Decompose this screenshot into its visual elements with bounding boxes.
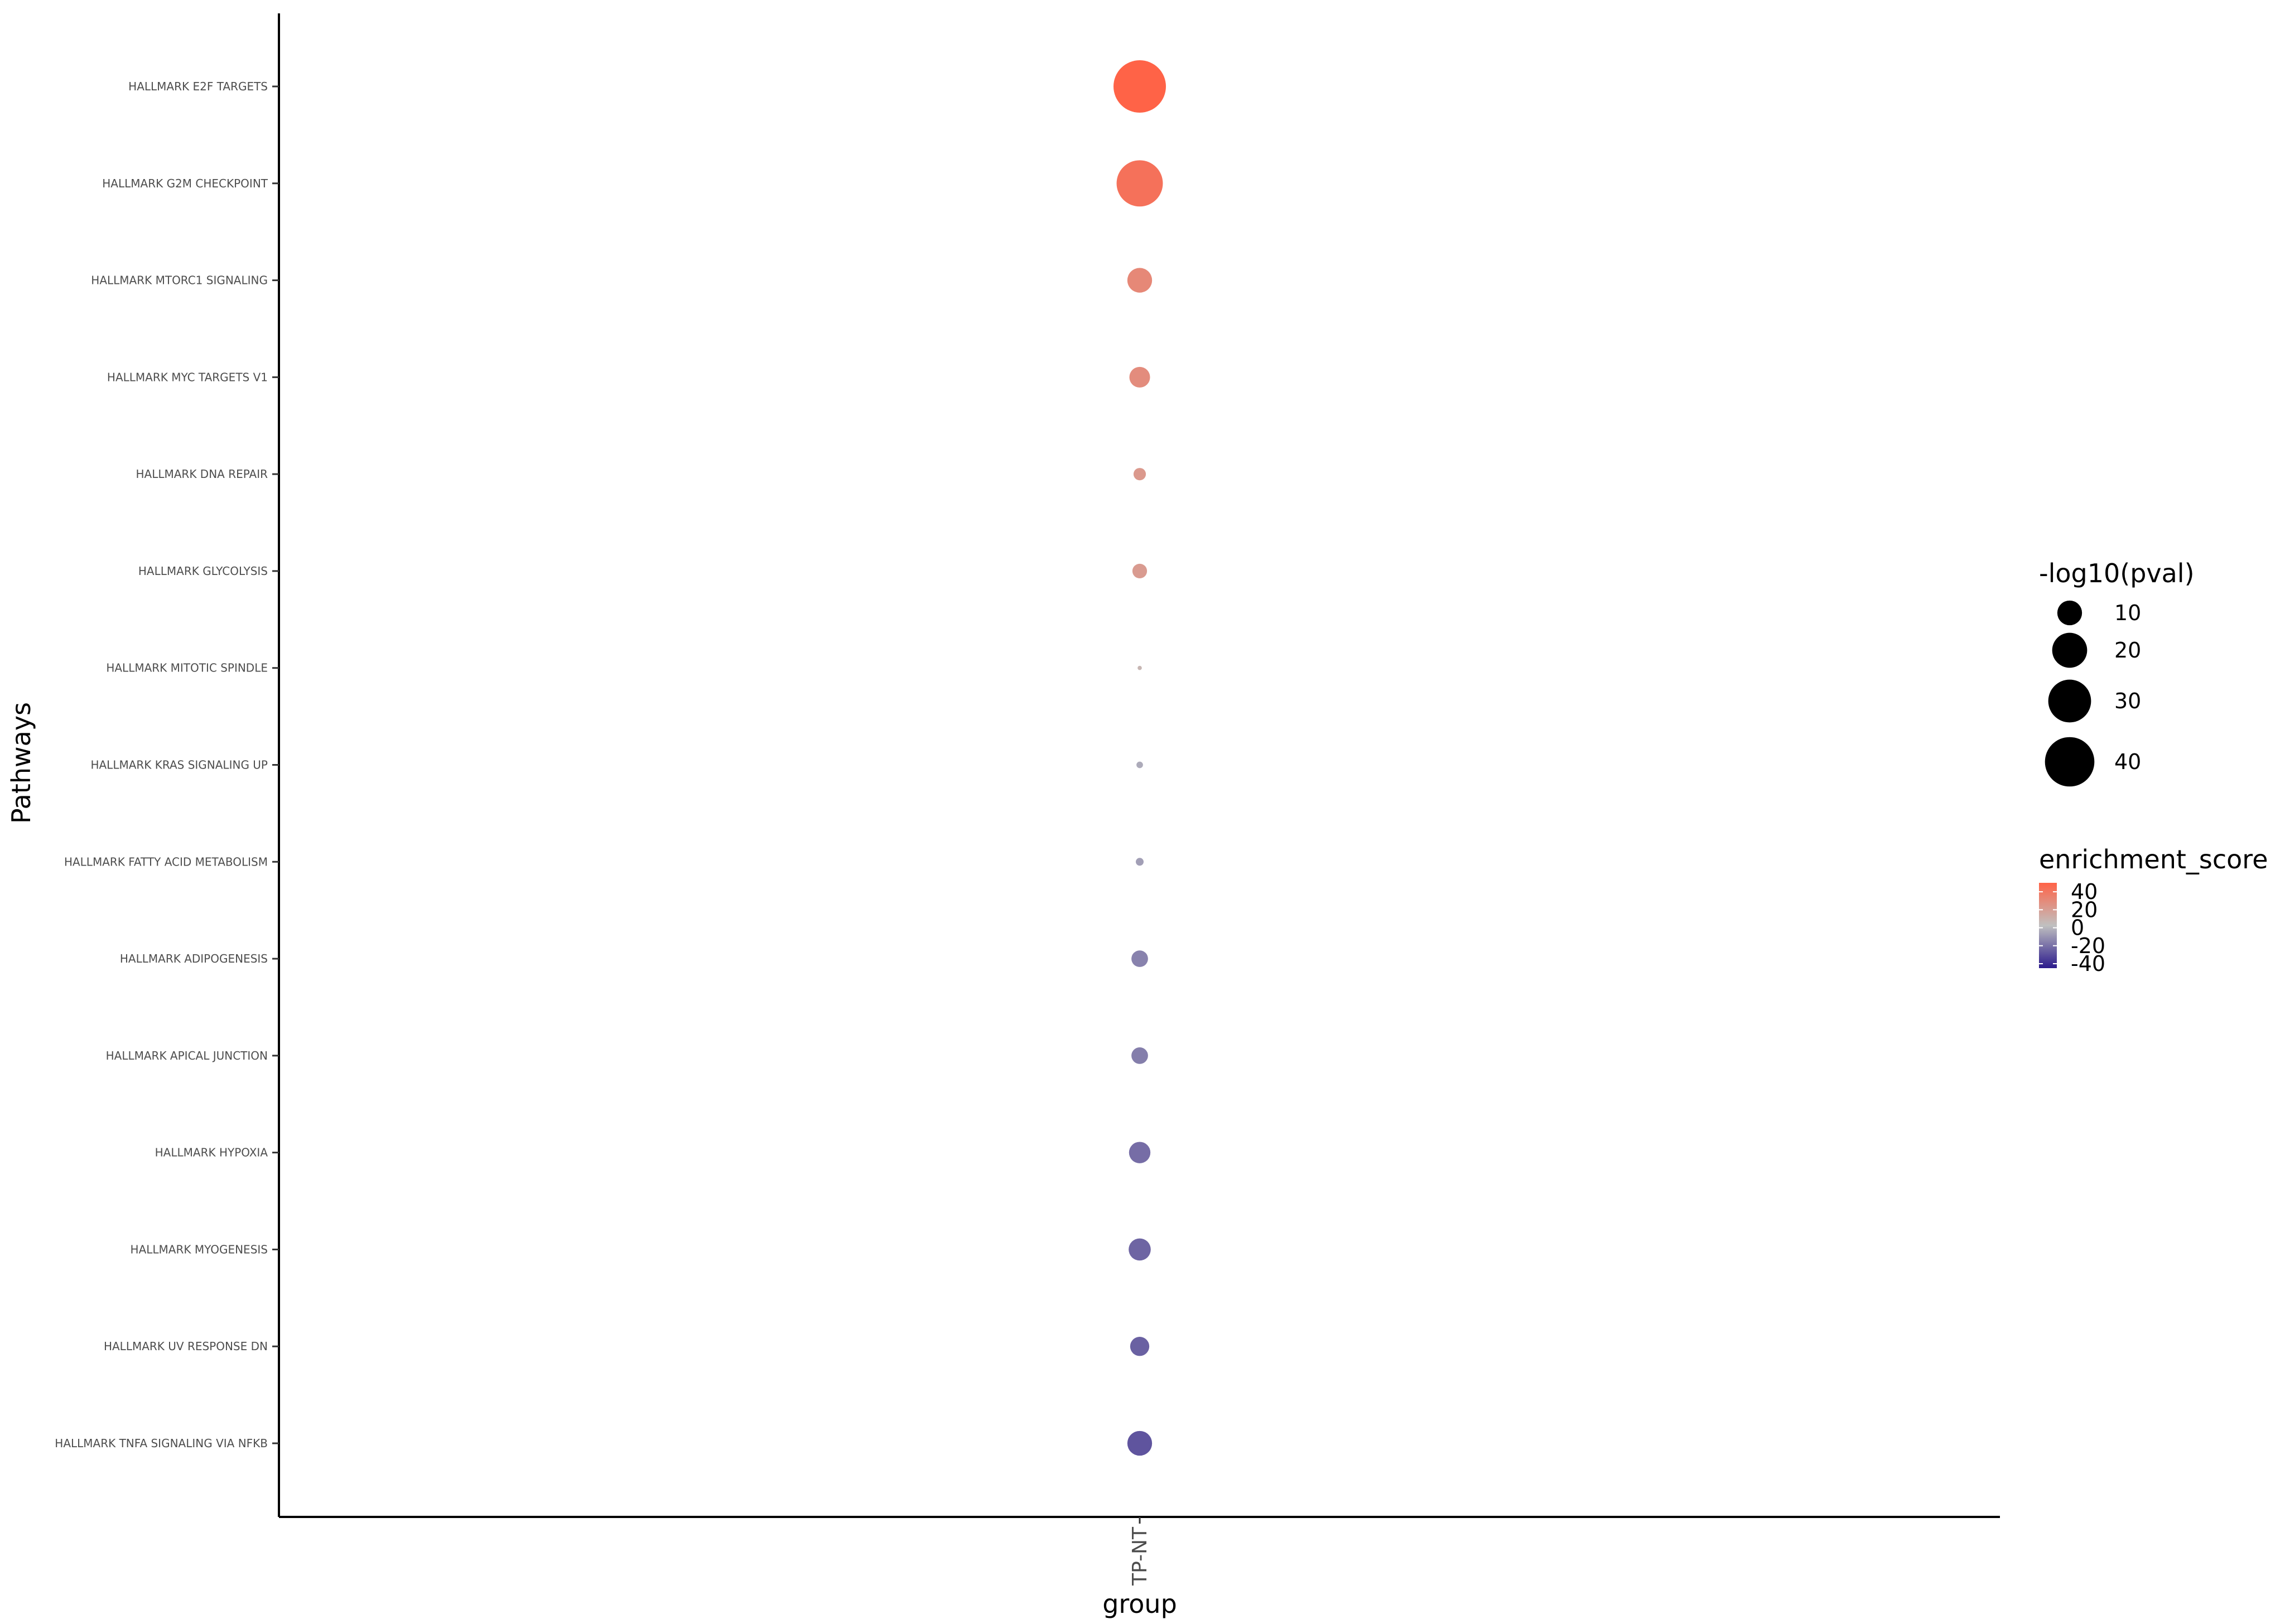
size-legend-key (2048, 679, 2091, 723)
size-legend-key (2045, 737, 2095, 787)
y-tick-label: HALLMARK FATTY ACID METABOLISM (64, 855, 268, 868)
y-tick-label: HALLMARK G2M CHECKPOINT (102, 177, 268, 190)
y-tick-label: HALLMARK MYC TARGETS V1 (107, 370, 268, 384)
data-point (1129, 1142, 1151, 1163)
color-legend-label: -20 (2071, 934, 2105, 958)
data-point (1131, 950, 1148, 967)
y-tick-label: HALLMARK KRAS SIGNALING UP (90, 758, 268, 772)
size-legend-key (2057, 600, 2082, 626)
y-tick-label: HALLMARK TNFA SIGNALING VIA NFKB (55, 1437, 268, 1450)
color-legend-label: 0 (2071, 916, 2084, 940)
data-point (1113, 60, 1166, 113)
y-tick-label: HALLMARK UV RESPONSE DN (104, 1340, 268, 1353)
color-legend-bar (2039, 883, 2057, 968)
y-axis-title: Pathways (6, 702, 36, 824)
data-point (1131, 1047, 1148, 1064)
y-tick-label: HALLMARK MTORC1 SIGNALING (91, 274, 268, 287)
size-legend-label: 30 (2114, 689, 2141, 713)
data-point (1130, 1337, 1150, 1356)
y-tick-label: HALLMARK MITOTIC SPINDLE (106, 661, 268, 675)
axes: Pathways group HALLMARK E2F TARGETS HALLM… (6, 13, 2000, 1619)
data-point (1133, 468, 1146, 481)
color-legend-label: 40 (2071, 879, 2098, 904)
color-legend-label: -40 (2071, 951, 2105, 976)
data-point (1127, 1430, 1153, 1456)
data-point (1132, 563, 1148, 579)
data-point (1137, 665, 1142, 670)
y-tick-label: HALLMARK APICAL JUNCTION (106, 1049, 268, 1062)
data-point (1129, 1238, 1151, 1261)
y-tick-label: HALLMARK HYPOXIA (155, 1146, 268, 1159)
legend: -log10(pval) enrichment_score 10 20 30 40 40… (2039, 558, 2268, 976)
color-legend-title: enrichment_score (2039, 844, 2268, 874)
x-tick-label: TP-NT (1129, 1526, 1151, 1586)
y-tick-label: HALLMARK DNA REPAIR (136, 467, 268, 481)
data-point (1116, 160, 1163, 207)
size-legend-title: -log10(pval) (2039, 558, 2195, 588)
size-legend-label: 40 (2114, 750, 2141, 774)
color-legend-label: 20 (2071, 897, 2098, 922)
y-tick-label: HALLMARK ADIPOGENESIS (120, 952, 268, 965)
data-point (1129, 366, 1150, 388)
plot-panel (1113, 60, 1166, 1456)
data-point (1135, 858, 1144, 866)
y-tick-label: HALLMARK GLYCOLYSIS (138, 564, 268, 578)
data-point (1127, 268, 1153, 293)
y-tick-label: HALLMARK MYOGENESIS (131, 1243, 268, 1256)
size-legend-label: 20 (2114, 638, 2141, 663)
data-point (1136, 761, 1143, 768)
size-legend-key (2052, 632, 2088, 668)
x-axis-title: group (1102, 1589, 1177, 1619)
size-legend-label: 10 (2114, 601, 2141, 625)
y-tick-label: HALLMARK E2F TARGETS (128, 80, 268, 93)
